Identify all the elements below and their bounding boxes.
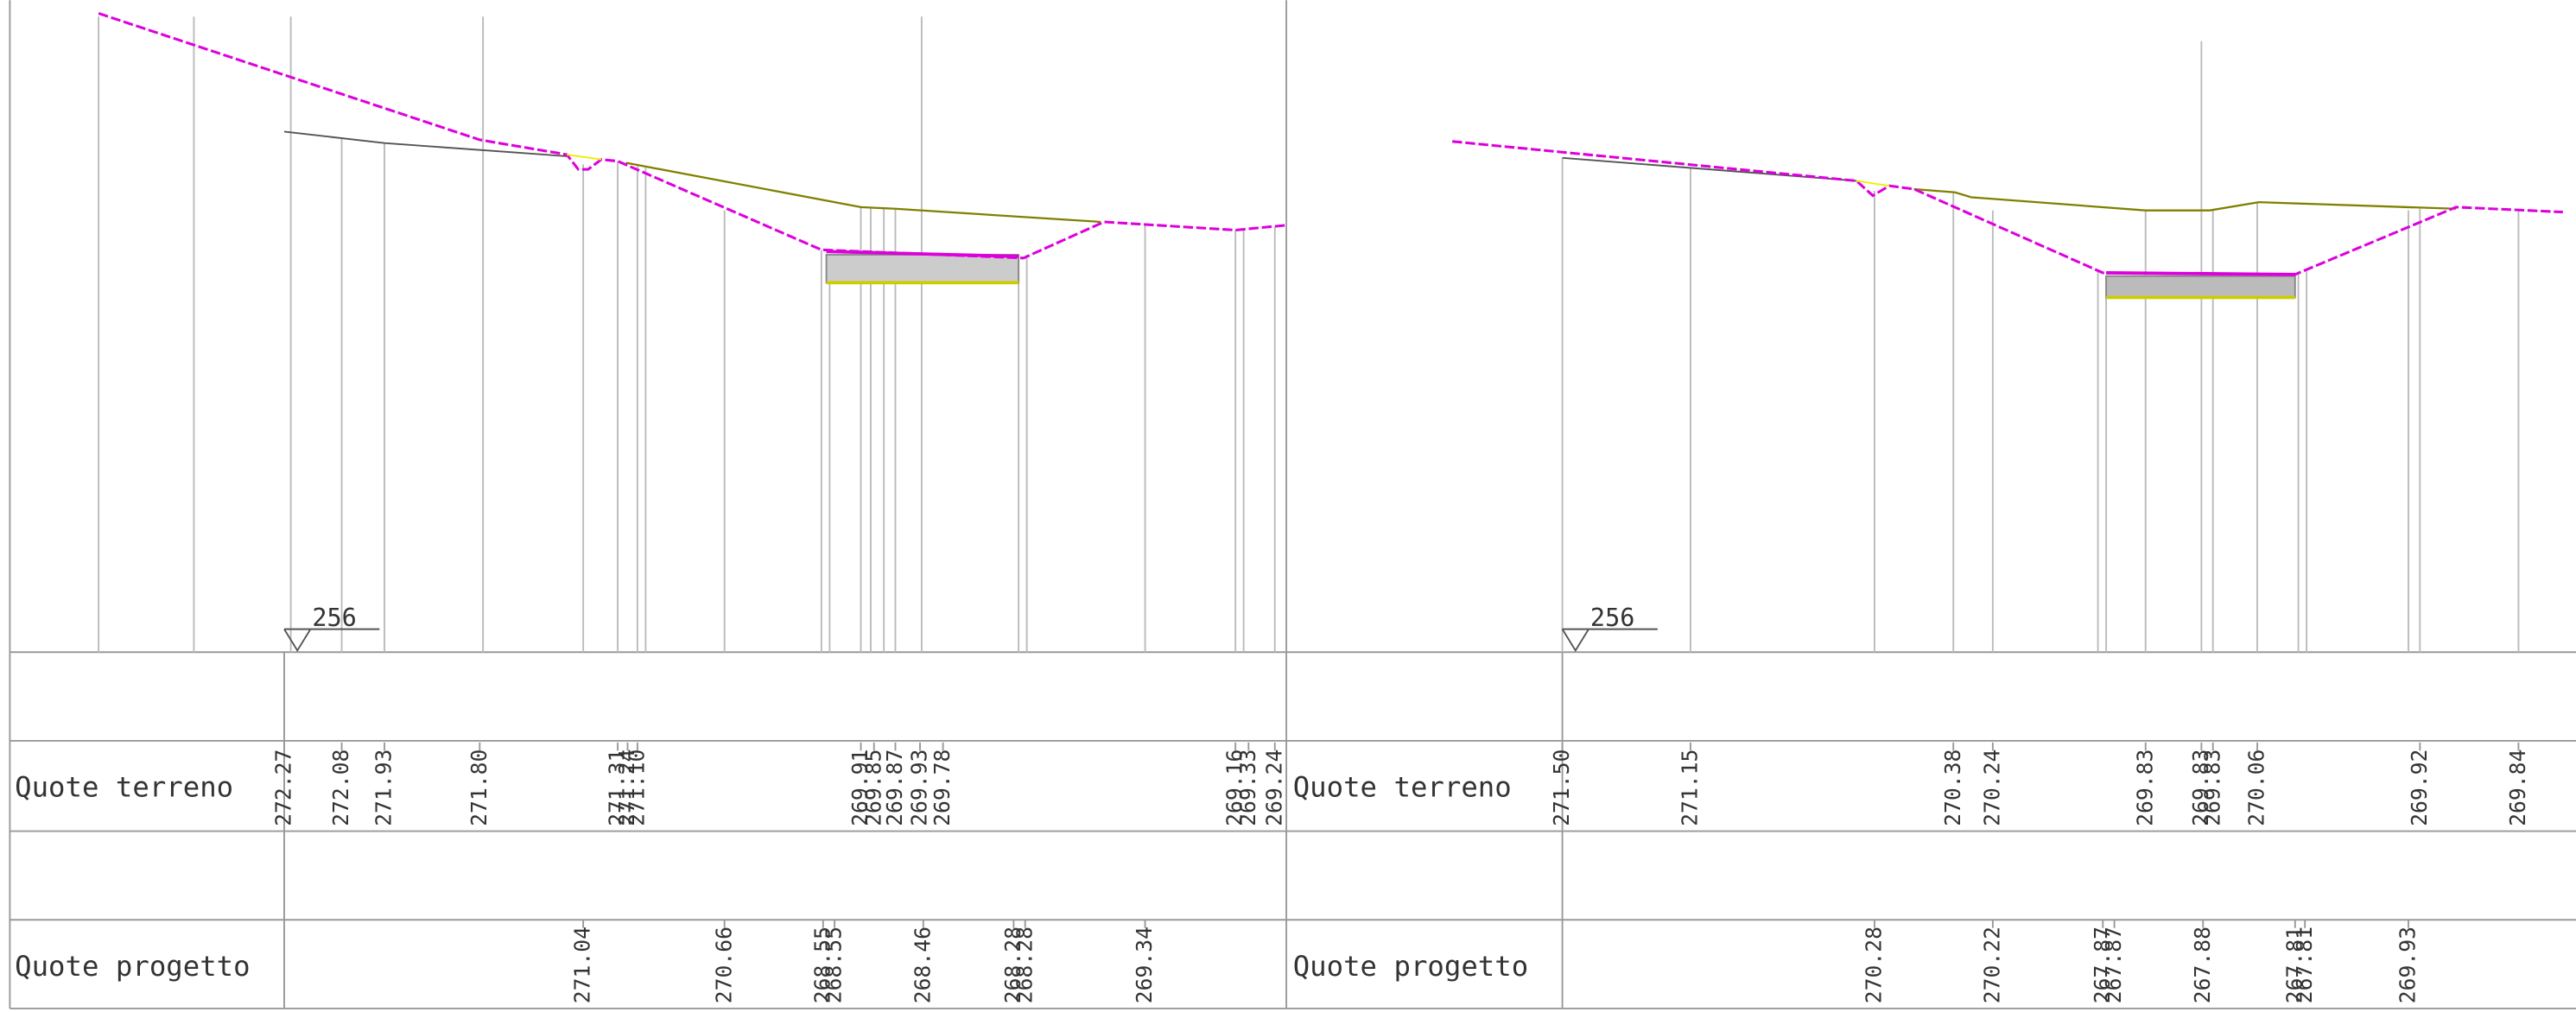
vertical-lines (98, 16, 2520, 653)
terrain-elevation: 269.78 (930, 750, 955, 826)
terrain-elevation: 271.80 (466, 750, 492, 826)
terrain-elevation: 271.93 (371, 750, 397, 826)
design-elevation: 267.81 (2281, 927, 2306, 1003)
design-elevation: 267.88 (2190, 927, 2215, 1003)
design-elevation: 270.66 (711, 927, 736, 1003)
terrain-elevation: 272.27 (271, 750, 296, 826)
design-elevation: 270.28 (1862, 927, 1887, 1003)
terrain-elevation: 271.50 (1549, 750, 1574, 826)
design-elevation: 268.55 (822, 927, 847, 1003)
terrain-elevation: 270.06 (2244, 750, 2269, 826)
profiles (98, 12, 2563, 276)
terrain-elevation: 269.83 (2132, 750, 2157, 826)
terrain-elevation: 269.24 (1261, 750, 1286, 826)
datum-symbols (283, 628, 1658, 653)
terrain-elevation: 269.92 (2407, 750, 2432, 826)
design-elevation: 268.46 (910, 927, 935, 1003)
terrain-elevation: 269.16 (1222, 750, 1247, 826)
row-label: Quote terreno (15, 771, 233, 804)
design-elevation: 267.81 (2292, 927, 2317, 1003)
design-elevation: 269.93 (2395, 927, 2421, 1003)
design-elevation: 267.87 (2101, 927, 2126, 1003)
design-elevation: 270.22 (1979, 927, 2004, 1003)
terrain-elevation: 269.91 (847, 750, 872, 826)
design-elevation: 268.55 (809, 927, 834, 1003)
terrain-elevation: 271.31 (605, 750, 630, 826)
row-label: Quote progetto (1293, 950, 1529, 983)
terrain-elevation: 272.08 (328, 750, 353, 826)
design-elevation: 268.28 (1000, 927, 1025, 1003)
terrain-elevation: 269.85 (860, 750, 885, 826)
design-elevation: 269.34 (1132, 927, 1157, 1003)
terrain-elevation: 271.10 (624, 750, 649, 826)
terrain-elevation: 271.15 (1678, 750, 1703, 826)
culvert (825, 254, 2296, 300)
terrain-elevation: 270.38 (1940, 750, 1965, 826)
design-elevation: 267.87 (2090, 927, 2115, 1003)
frame (9, 0, 2576, 1009)
row-label: Quote progetto (15, 950, 251, 983)
terrain-elevation: 271.24 (614, 750, 639, 826)
terrain-elevation: 269.87 (882, 750, 907, 826)
terrain-elevation: 269.84 (2505, 750, 2530, 826)
terrain-elevation: 269.83 (2199, 750, 2224, 826)
terrain-elevation: 269.83 (2188, 750, 2213, 826)
terrain-elevation: 269.33 (1235, 750, 1260, 826)
terrain-elevation: 269.93 (907, 750, 932, 826)
row-label: Quote terreno (1293, 771, 1512, 804)
datum-label: 256 (312, 604, 357, 632)
terrain-elevation: 270.24 (1979, 750, 2004, 826)
datum-label: 256 (1590, 604, 1635, 632)
design-elevation: 268.28 (1012, 927, 1037, 1003)
design-elevation: 271.04 (570, 927, 595, 1003)
